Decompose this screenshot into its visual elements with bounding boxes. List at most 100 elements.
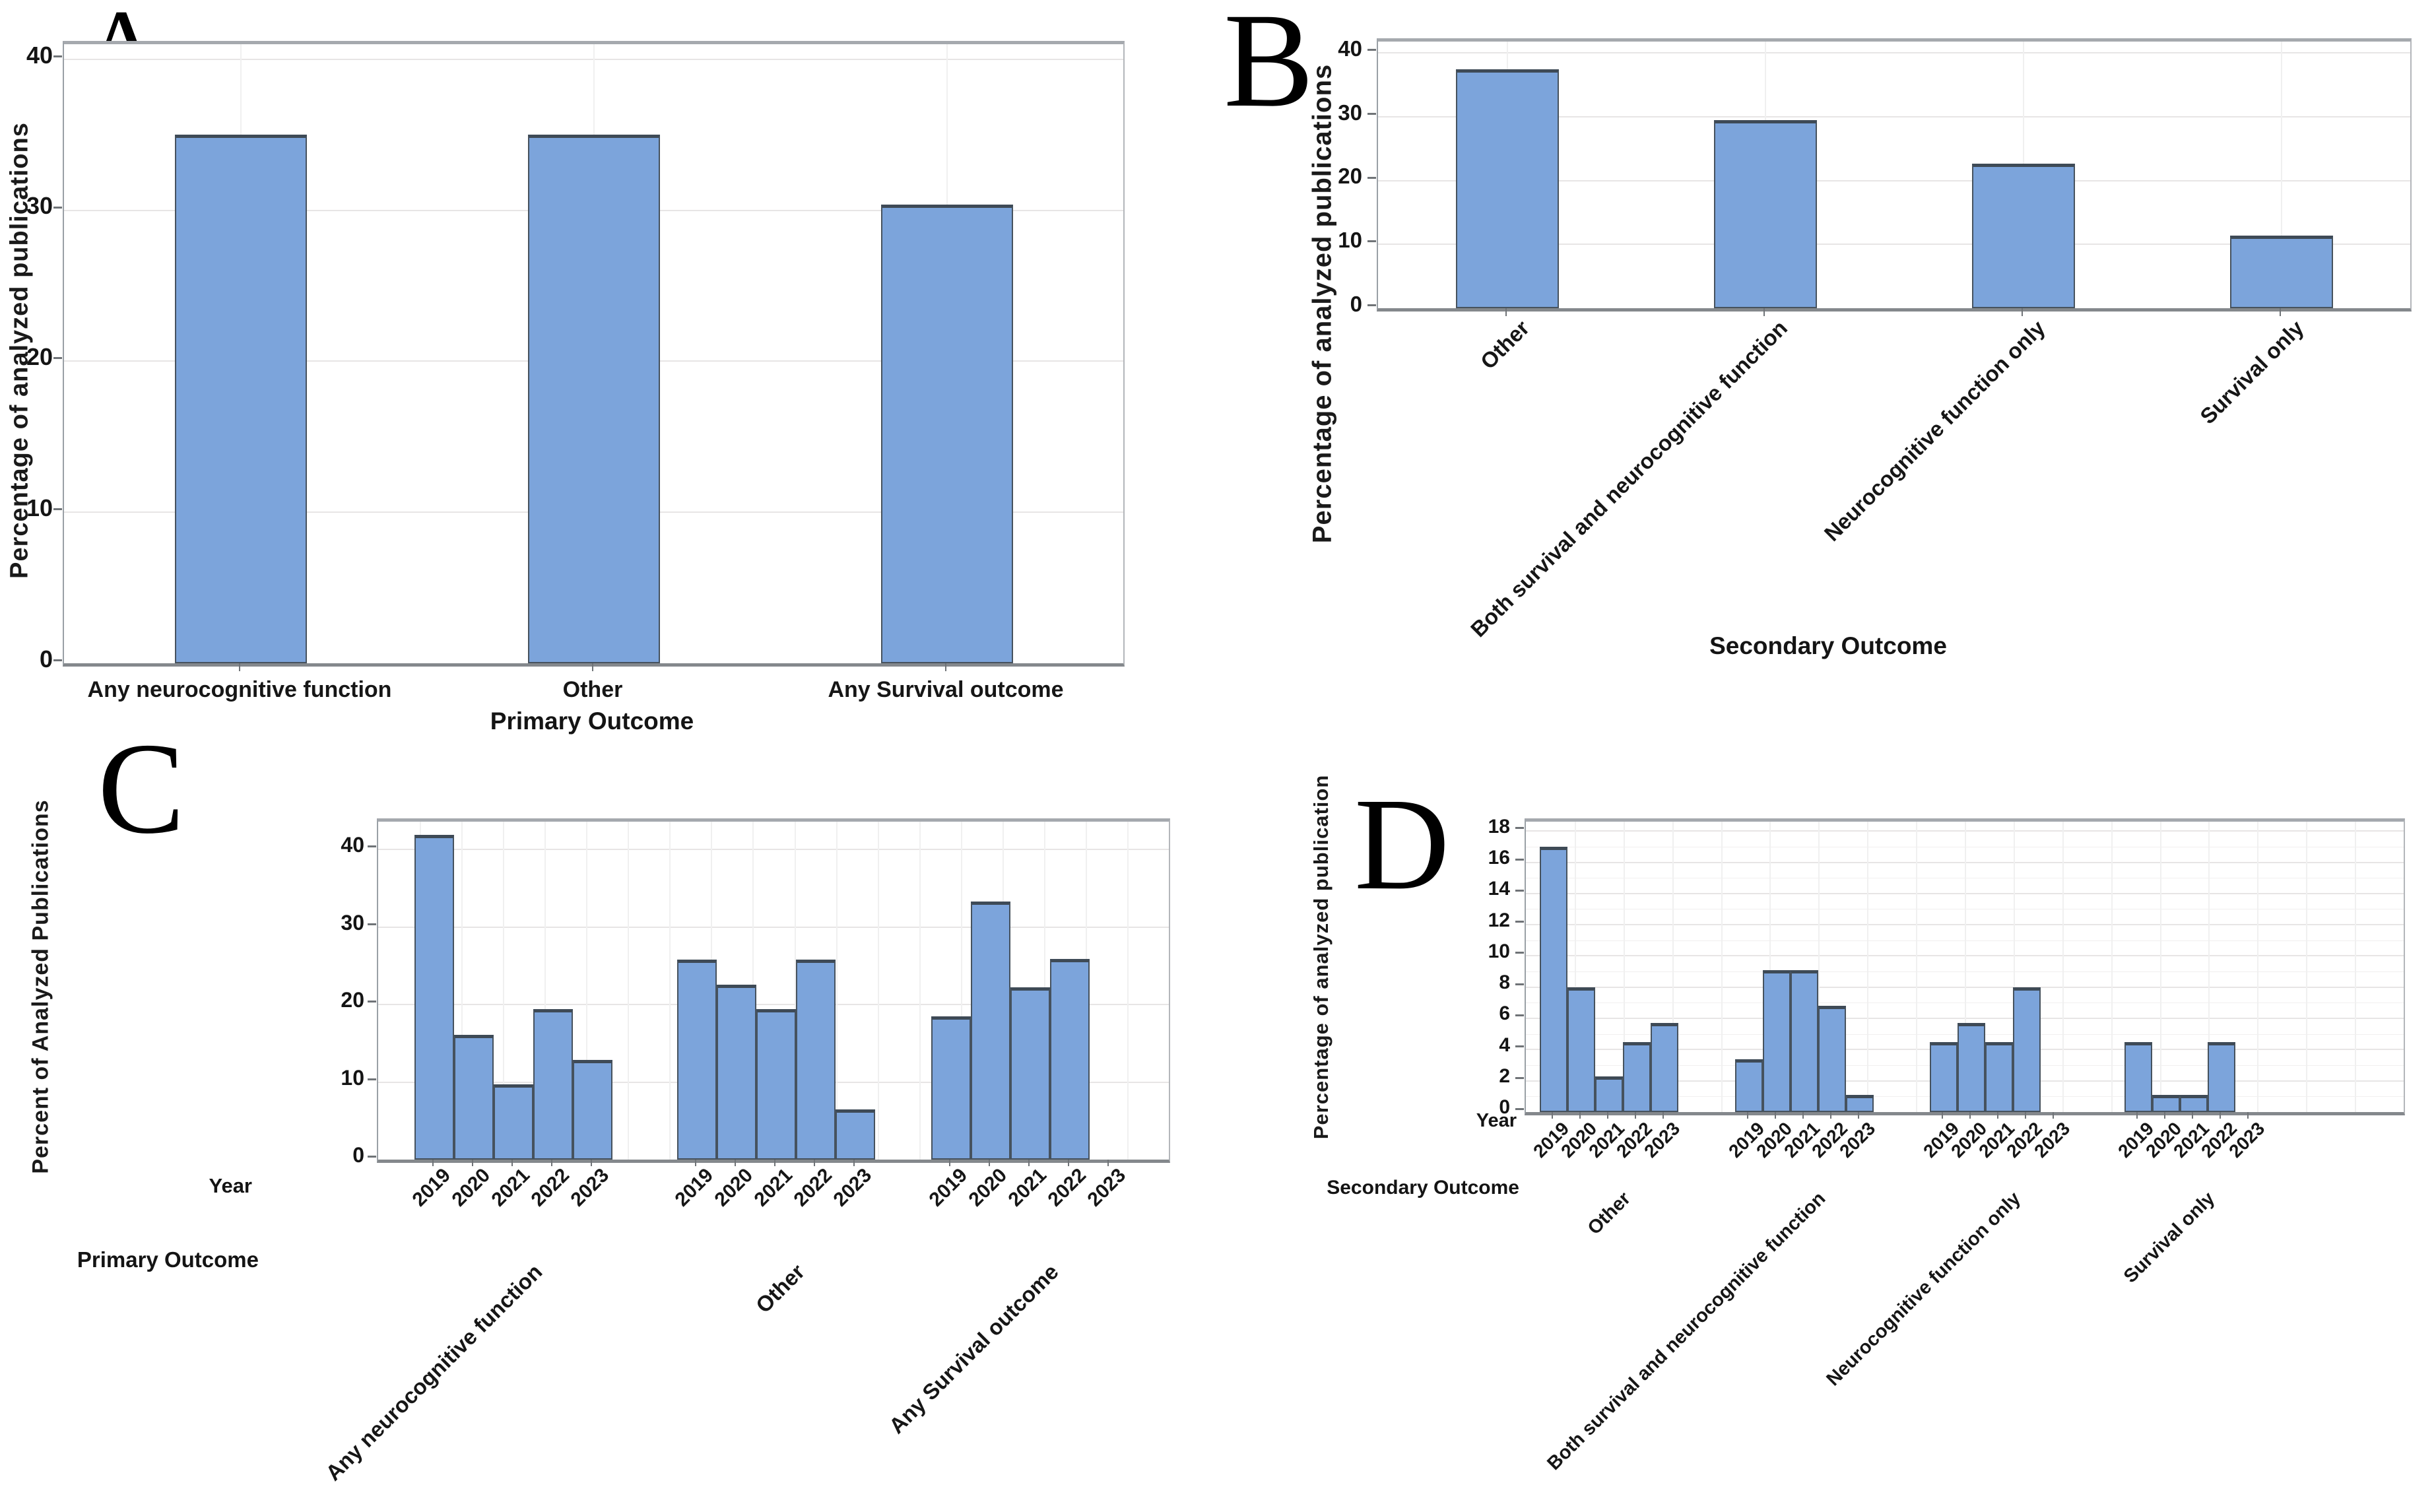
x-tick-mark (511, 1160, 513, 1166)
plot-area (1525, 818, 2405, 1115)
y-tick-mark (1515, 890, 1524, 892)
y-tick-label: 0 (1499, 1096, 1510, 1118)
bar-any-neurocognitive-function (175, 135, 307, 663)
x-category-label: Any neurocognitive function (87, 677, 392, 702)
y-tick-mark (368, 1001, 376, 1003)
y-tick-label: 6 (1499, 1003, 1510, 1024)
x-tick-mark (2136, 1112, 2138, 1119)
x-tick-mark (1068, 1160, 1069, 1166)
v-gridline (961, 822, 962, 1160)
v-gridline (1575, 822, 1576, 1112)
y-tick-mark (1367, 49, 1376, 51)
y-tick-label: 10 (26, 494, 53, 521)
panel-letter-c: C (98, 716, 185, 861)
bar-any-survival-outcome-2020 (971, 902, 1010, 1160)
h-gridline (378, 927, 1169, 928)
x-tick-mark (774, 1160, 775, 1166)
row-label-outcome: Primary Outcome (77, 1247, 259, 1272)
v-gridline (2208, 822, 2210, 1112)
v-gridline (2257, 822, 2258, 1112)
x-tick-mark (1997, 1112, 1998, 1119)
x-tick-mark (1635, 1112, 1636, 1119)
v-gridline (1672, 822, 1674, 1112)
bar-other-2019 (1540, 847, 1567, 1112)
y-tick-label: 10 (1488, 940, 1510, 962)
y-tick-mark (368, 1078, 376, 1080)
bar-any-neurocognitive-function-2021 (494, 1084, 533, 1160)
v-gridline (2355, 822, 2356, 1112)
bar-neurocognitive-function-only-2020 (1958, 1023, 1985, 1112)
x-category-label: Any Survival outcome (828, 677, 1064, 702)
x-tick-mark (1028, 1160, 1030, 1166)
group-label: Survival only (2120, 1188, 2220, 1288)
v-gridline (1721, 822, 1723, 1112)
bar-other-2020 (717, 985, 756, 1160)
y-tick-label: 0 (1350, 292, 1362, 316)
plot-area (63, 41, 1125, 667)
bar-any-neurocognitive-function-2022 (533, 1009, 573, 1160)
y-tick-mark (1515, 1108, 1524, 1110)
y-tick-mark (53, 659, 62, 661)
bar-other-2023 (836, 1109, 875, 1160)
x-category-label: Other (562, 677, 623, 702)
y-tick-mark (1367, 177, 1376, 179)
group-label: Other (1583, 1188, 1635, 1239)
h-gridline (378, 1004, 1169, 1005)
y-tick-mark (53, 207, 62, 209)
y-tick-label: 10 (1338, 228, 1362, 252)
x-tick-mark (2192, 1112, 2193, 1119)
bar-other (528, 135, 660, 663)
v-gridline (1769, 822, 1771, 1112)
y-tick-label: 18 (1488, 816, 1510, 838)
y-tick-label: 10 (341, 1066, 364, 1090)
bar-survival-only (2230, 236, 2333, 308)
x-tick-mark (735, 1160, 736, 1166)
x-tick-mark (472, 1160, 473, 1166)
v-gridline (669, 822, 671, 1160)
bar-other-2023 (1651, 1023, 1678, 1112)
y-tick-label: 30 (1338, 100, 1362, 125)
x-tick-mark (1662, 1112, 1664, 1119)
y-tick-label: 20 (26, 343, 53, 370)
v-gridline (2281, 42, 2282, 308)
row-label-year: Year (209, 1174, 252, 1197)
bar-other-2020 (1567, 987, 1595, 1112)
y-tick-mark (53, 55, 62, 57)
h-gridline (1378, 52, 2410, 53)
y-tick-mark (1515, 827, 1524, 829)
bar-neurocognitive-function-only-2022 (2013, 987, 2041, 1112)
group-label: Both survival and neurocognitive functio… (1543, 1188, 1830, 1474)
x-tick-mark (592, 663, 593, 671)
y-tick-label: 40 (1338, 36, 1362, 61)
x-tick-mark (551, 1160, 552, 1166)
y-tick-mark (1515, 952, 1524, 954)
v-gridline (503, 822, 504, 1160)
x-tick-mark (695, 1160, 696, 1166)
x-axis-title: Secondary Outcome (1709, 632, 1947, 659)
v-gridline (2014, 822, 2015, 1112)
panel-letter-b: B (1224, 0, 1314, 135)
y-tick-mark (53, 357, 62, 359)
x-tick-mark (2280, 308, 2281, 316)
y-tick-mark (1515, 983, 1524, 985)
y-tick-label: 40 (26, 42, 53, 69)
x-tick-mark (1830, 1112, 1831, 1119)
x-tick-mark (1763, 308, 1765, 316)
v-gridline (2160, 822, 2161, 1112)
x-tick-mark (1107, 1160, 1109, 1166)
x-tick-mark (1607, 1112, 1608, 1119)
bar-neurocognitive-function-only-2019 (1930, 1042, 1958, 1112)
bar-both-survival-and-neurocognitive-function-2023 (1846, 1095, 1874, 1112)
v-gridline (2111, 822, 2113, 1112)
x-tick-mark (1969, 1112, 1971, 1119)
row-label-outcome: Secondary Outcome (1327, 1177, 1519, 1199)
bar-any-survival-outcome-2019 (931, 1016, 971, 1160)
bar-any-neurocognitive-function-2020 (454, 1035, 494, 1160)
bar-both-survival-and-neurocognitive-function-2020 (1763, 970, 1791, 1112)
panel-letter-d: D (1354, 772, 1450, 917)
y-tick-mark (368, 923, 376, 925)
x-axis-title: Primary Outcome (490, 707, 694, 735)
